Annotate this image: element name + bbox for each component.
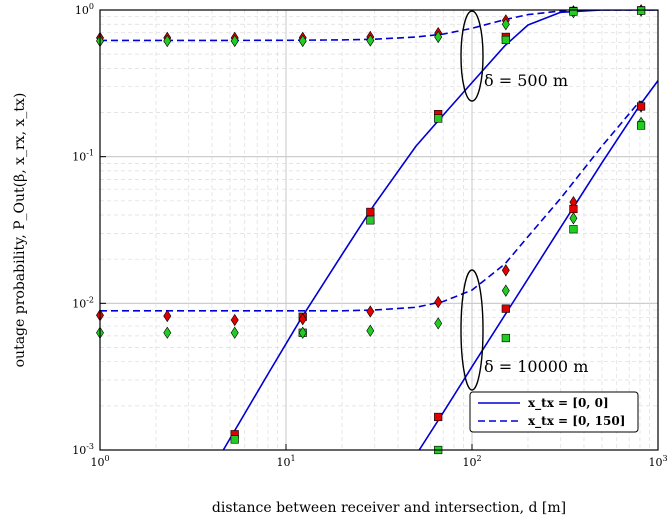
marker-diamond-green bbox=[434, 317, 443, 330]
annotation-ellipse-500 bbox=[460, 10, 484, 102]
x-tick-label: 103 bbox=[648, 454, 667, 469]
marker-square-green bbox=[569, 225, 578, 234]
series-line-dashed-3 bbox=[100, 100, 641, 312]
marker-diamond-green bbox=[366, 34, 375, 47]
marker-diamond-green bbox=[230, 326, 239, 339]
x-tick-label: 102 bbox=[462, 454, 481, 469]
marker-diamond-green bbox=[501, 284, 510, 297]
marker-square-green bbox=[501, 333, 510, 343]
marker-square-red bbox=[636, 102, 646, 111]
marker-square-red bbox=[434, 412, 443, 422]
marker-square-green bbox=[434, 114, 443, 123]
marker-diamond-green bbox=[298, 34, 307, 48]
marker-diamond-red bbox=[434, 295, 443, 309]
x-tick-label: 101 bbox=[276, 454, 295, 469]
marker-diamond-green bbox=[163, 34, 172, 48]
marker-diamond-red bbox=[366, 305, 375, 318]
legend-label-solid: x_tx = [0, 0] bbox=[528, 396, 609, 411]
marker-diamond-green bbox=[434, 30, 443, 44]
marker-square-green bbox=[636, 121, 646, 130]
x-tick-label: 100 bbox=[90, 454, 109, 469]
marker-diamond-red bbox=[501, 264, 510, 277]
marker-diamond-red bbox=[163, 309, 172, 323]
y-tick-label: 10-1 bbox=[72, 149, 94, 164]
marker-diamond-green bbox=[501, 18, 510, 31]
marker-square-green bbox=[569, 7, 578, 16]
y-axis-title: outage probability, P_Out(β, x_rx, x_tx) bbox=[12, 93, 28, 368]
legend-box bbox=[469, 391, 639, 433]
marker-square-red bbox=[366, 207, 375, 217]
legend: x_tx = [0, 0] x_tx = [0, 150] bbox=[469, 391, 639, 433]
plot-border bbox=[99, 9, 659, 451]
marker-square-red bbox=[569, 204, 578, 214]
marker-square-green bbox=[636, 6, 646, 15]
series-line-solid-2 bbox=[418, 80, 658, 450]
series-line-dashed-1 bbox=[100, 10, 658, 42]
x-axis-title: distance between receiver and intersecti… bbox=[212, 500, 566, 516]
y-tick-label: 10-3 bbox=[72, 442, 94, 457]
marker-diamond-green bbox=[230, 34, 239, 48]
annotation-delta-10000: δ = 10000 m bbox=[484, 357, 588, 376]
marker-diamond-green bbox=[298, 326, 307, 339]
plot-frame bbox=[99, 9, 659, 451]
marker-square-red bbox=[501, 304, 510, 313]
marker-square-green bbox=[366, 216, 375, 225]
marker-diamond-green bbox=[163, 326, 172, 339]
marker-square-green bbox=[501, 35, 510, 45]
annotation-ellipse-10000 bbox=[460, 269, 484, 391]
marker-square-green bbox=[230, 435, 239, 444]
y-tick-label: 100 bbox=[75, 2, 94, 17]
marker-diamond-green bbox=[569, 212, 578, 225]
marker-diamond-green bbox=[366, 324, 375, 337]
marker-diamond-red bbox=[230, 313, 239, 327]
tick-labels: 100 101 102 103 10-3 10-2 10-1 100 bbox=[72, 2, 667, 469]
annotation-delta-500: δ = 500 m bbox=[484, 71, 568, 90]
legend-label-dashed: x_tx = [0, 150] bbox=[528, 414, 625, 429]
marker-diamond-red bbox=[298, 313, 307, 326]
markers bbox=[96, 4, 646, 455]
y-tick-label: 10-2 bbox=[72, 295, 94, 310]
